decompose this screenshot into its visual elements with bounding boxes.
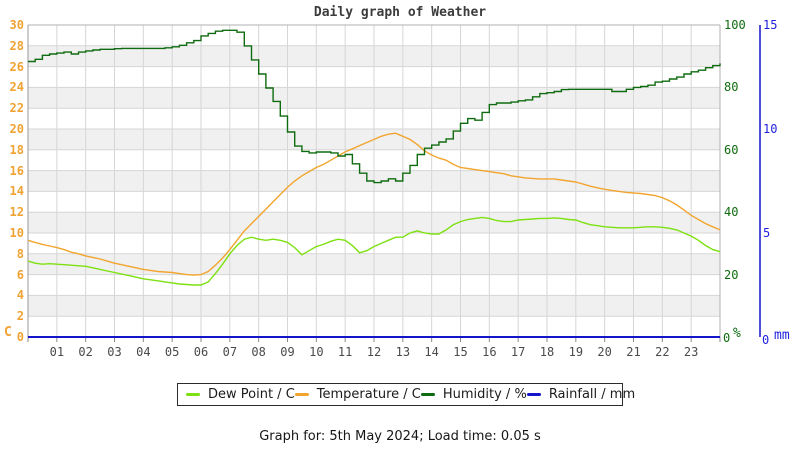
humidity-axis-tick-label: 40	[724, 205, 739, 220]
left-axis-unit-label: C	[4, 325, 12, 340]
x-axis-tick-label: 04	[136, 345, 151, 359]
left-axis-tick-label: 10	[9, 226, 24, 240]
rainfall-line-swatch-icon	[526, 393, 541, 396]
x-axis-tick-label: 01	[49, 345, 65, 359]
x-axis-tick-label: 14	[424, 345, 439, 359]
humidity-axis-tick-label: 100	[724, 18, 746, 32]
x-axis-tick-label: 21	[626, 345, 641, 359]
left-axis-tick-label: 18	[9, 142, 24, 157]
chart-title: Daily graph of Weather	[313, 5, 487, 20]
legend-label-humidity: Humidity / %	[442, 387, 527, 402]
legend-item-rainfall: Rainfall / mm	[526, 387, 636, 402]
x-axis-tick-label: 15	[453, 345, 468, 359]
rainfall-axis-zero-label: 0	[762, 333, 770, 347]
left-axis-tick-label: 14	[9, 184, 24, 199]
left-axis-tick-label: 28	[9, 38, 24, 53]
legend-label-rainfall: Rainfall / mm	[548, 387, 636, 402]
x-axis-tick-label: 22	[655, 345, 670, 359]
humidity-line-swatch-icon	[420, 393, 435, 396]
dew-point-line	[27, 216, 721, 286]
left-axis-tick-label: 6	[16, 267, 24, 282]
x-axis-tick-label: 03	[107, 345, 122, 359]
x-axis-tick-label: 07	[222, 345, 238, 359]
humidity-axis-tick-label: 60	[724, 142, 739, 157]
temperature-line-swatch-icon	[294, 393, 309, 396]
x-axis-tick-label: 02	[78, 345, 93, 359]
left-axis-tick-label: 8	[16, 246, 24, 261]
legend-item-humidity: Humidity / %	[420, 387, 527, 402]
legend: Dew Point / C Temperature / C Humidity /…	[177, 383, 635, 406]
left-axis-tick-label: 24	[9, 80, 24, 95]
legend-label-temperature: Temperature / C	[316, 387, 421, 402]
rainfall-axis-unit-label: mm	[774, 328, 790, 343]
x-axis-tick-label: 05	[164, 345, 180, 359]
x-axis-tick-label: 12	[366, 345, 382, 359]
x-axis-tick-label: 23	[683, 345, 699, 359]
left-axis-tick-label: 12	[9, 205, 24, 220]
legend-item-dew-point: Dew Point / C	[186, 387, 295, 402]
humidity-axis-zero-label: 0	[723, 331, 731, 345]
legend-item-temperature: Temperature / C	[294, 387, 421, 402]
x-axis-tick-label: 19	[568, 345, 584, 359]
x-axis-tick-label: 06	[193, 345, 209, 359]
x-axis-tick-label: 16	[482, 345, 497, 359]
x-axis-tick-label: 11	[337, 345, 353, 359]
x-axis-tick-label: 08	[251, 345, 266, 359]
legend-label-dew-point: Dew Point / C	[208, 387, 295, 402]
left-axis-tick-label: 20	[9, 122, 24, 136]
left-axis-tick-label: 2	[16, 309, 24, 324]
humidity-line	[28, 29, 721, 184]
dew-point-line-swatch-icon	[186, 393, 200, 396]
left-axis-tick-label: 30	[9, 18, 24, 32]
left-axis-tick-label: 22	[9, 101, 24, 116]
humidity-axis-tick-label: 80	[724, 80, 739, 95]
x-axis-tick-label: 18	[539, 345, 555, 359]
x-axis-tick-label: 10	[309, 345, 324, 359]
left-axis-tick-label: 4	[16, 288, 24, 303]
humidity-axis-unit-label: %	[733, 326, 741, 341]
x-axis-tick-label: 17	[510, 345, 526, 359]
humidity-axis-tick-label: 20	[724, 267, 739, 282]
x-axis-tick-label: 09	[280, 345, 295, 359]
rainfall-axis-tick-label: 5	[763, 226, 771, 240]
left-axis-tick-label: 16	[9, 163, 24, 178]
temperature-line	[27, 132, 721, 276]
left-axis-tick-label: 26	[9, 59, 24, 74]
rainfall-axis-tick-label: 10	[763, 122, 778, 136]
rainfall-axis-tick-label: 15	[763, 18, 778, 32]
footer-caption: Graph for: 5th May 2024; Load time: 0.05…	[259, 429, 541, 444]
x-axis-tick-label: 13	[395, 345, 411, 359]
left-axis-tick-label: 0	[16, 330, 24, 344]
x-axis-tick-label: 20	[597, 345, 612, 359]
